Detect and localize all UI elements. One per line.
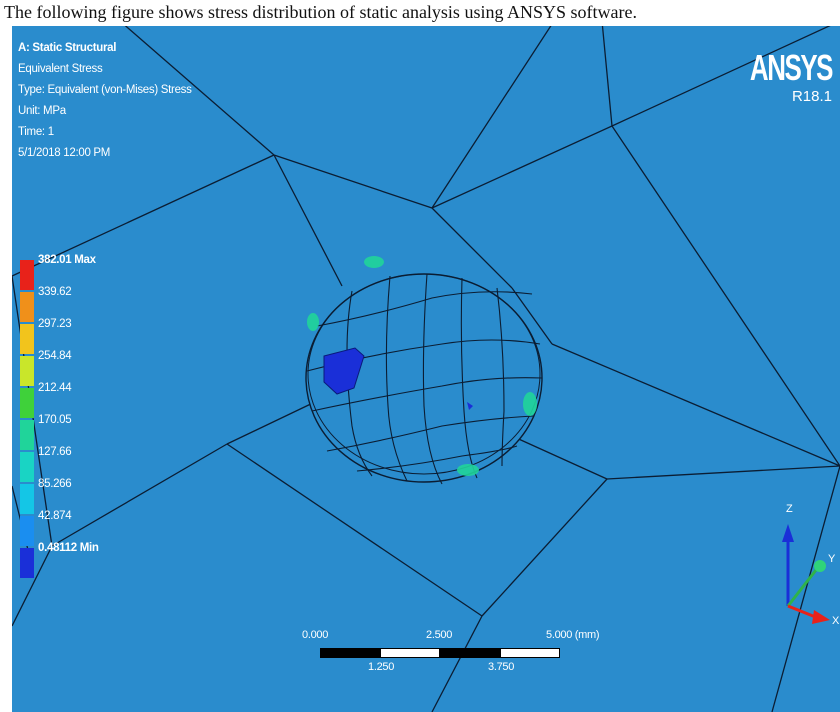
scale-tick-0: 0.000 (302, 629, 329, 641)
scale-seg-3 (440, 648, 500, 658)
hotspot-right (523, 392, 537, 416)
legend-label-9: 0.48112 Min (38, 542, 99, 554)
legend-label-2: 297.23 (38, 318, 72, 330)
graphics-viewport[interactable]: A: Static Structural Equivalent Stress T… (12, 26, 840, 712)
legend-label-0: 382.01 Max (38, 254, 96, 266)
scale-seg-2 (380, 648, 440, 658)
legend-label-4: 212.44 (38, 382, 72, 394)
stress-legend[interactable]: 382.01 Max 339.62 297.23 254.84 212.44 170.05… (18, 254, 138, 578)
legend-label-5: 170.05 (38, 414, 72, 426)
legend-label-1: 339.62 (38, 286, 72, 298)
brand-version: R18.1 (791, 88, 832, 105)
legend-label-6: 127.66 (38, 446, 72, 458)
scale-tick-2500: 2.500 (426, 629, 453, 641)
legend-color-4[interactable] (20, 388, 34, 418)
scale-tick-1250: 1.250 (368, 661, 395, 673)
hotspot-top (364, 256, 384, 268)
legend-color-0[interactable] (20, 260, 34, 290)
legend-color-5[interactable] (20, 420, 34, 450)
legend-color-1[interactable] (20, 292, 34, 322)
result-unit: Unit: MPa (18, 105, 66, 117)
z-axis-arrow (782, 524, 794, 606)
scale-tick-3750: 3.750 (488, 661, 515, 673)
coordinate-triad[interactable]: Z Y X (772, 466, 840, 626)
analysis-title: A: Static Structural (18, 42, 117, 54)
legend-label-7: 85.266 (38, 478, 72, 490)
result-name: Equivalent Stress (18, 63, 103, 75)
hotspot-min (323, 347, 365, 395)
result-type: Type: Equivalent (von-Mises) Stress (18, 84, 192, 96)
scale-tick-5000: 5.000 (mm) (546, 629, 600, 641)
result-date: 5/1/2018 12:00 PM (18, 147, 111, 159)
hole-region (305, 256, 543, 485)
z-axis-label: Z (786, 503, 793, 515)
y-axis-arrow (786, 560, 826, 607)
scale-seg-4 (500, 648, 560, 658)
result-info: A: Static Structural Equivalent Stress T… (18, 38, 192, 164)
hotspot-left (307, 313, 319, 331)
x-axis-arrow (787, 604, 830, 624)
result-time: Time: 1 (18, 126, 54, 138)
y-axis-label: Y (828, 553, 836, 565)
legend-color-9[interactable] (20, 548, 34, 578)
legend-color-2[interactable] (20, 324, 34, 354)
scale-seg-1 (320, 648, 380, 658)
scale-bar: 0.000 2.500 5.000 (mm) 1.250 3.750 (302, 623, 600, 683)
legend-label-3: 254.84 (38, 350, 72, 362)
ansys-logo: ANSYS R18.1 (718, 47, 834, 106)
legend-label-8: 42.874 (38, 510, 72, 522)
legend-color-3[interactable] (20, 356, 34, 386)
figure-caption: The following figure shows stress distri… (0, 0, 840, 24)
legend-color-7[interactable] (20, 484, 34, 514)
hotspot-bottom (457, 464, 479, 476)
legend-color-8[interactable] (20, 516, 34, 546)
x-axis-label: X (832, 615, 840, 626)
hotspot-probe (467, 402, 473, 410)
brand-name: ANSYS (749, 47, 834, 88)
legend-color-6[interactable] (20, 452, 34, 482)
